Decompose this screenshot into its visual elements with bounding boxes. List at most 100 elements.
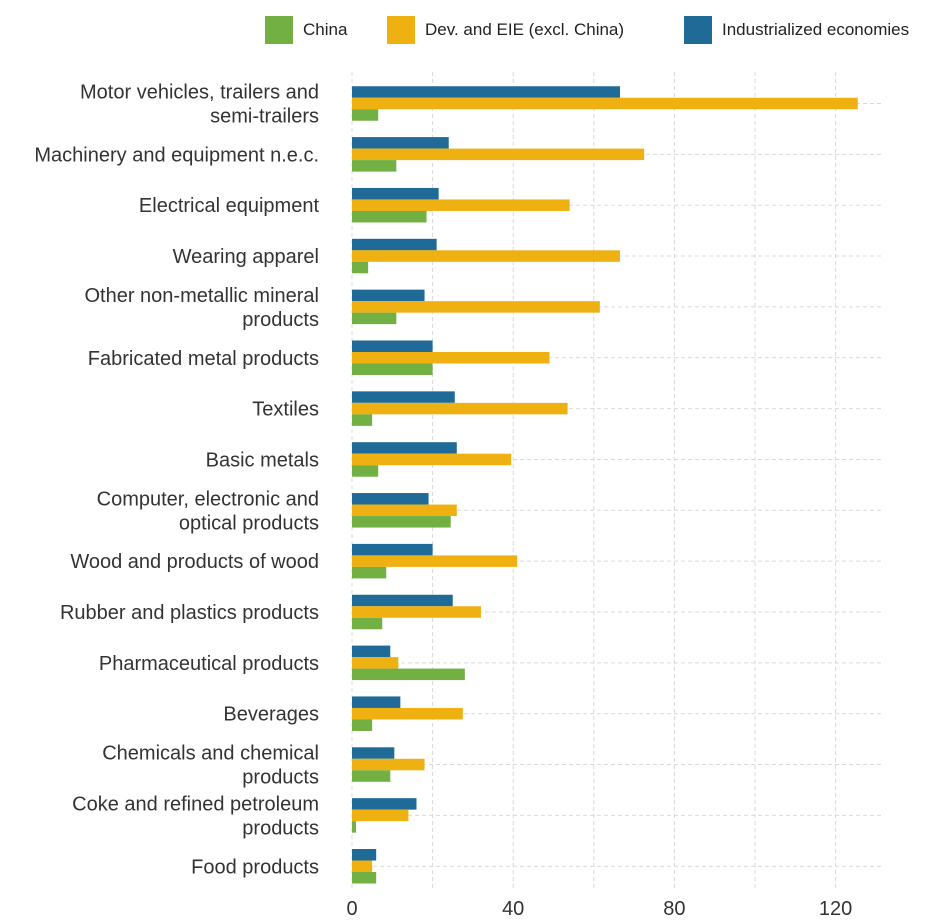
category-label-line: Motor vehicles, trailers and [80,82,319,104]
bar-dev-and-eie-excl-china [352,860,373,872]
bar-dev-and-eie-excl-china [352,402,568,415]
category-label-line: Food products [191,856,319,878]
x-tick-label: 0 [346,898,357,920]
bar-china [352,516,451,528]
bar-dev-and-eie-excl-china [352,555,518,567]
x-tick-label: 120 [819,898,852,920]
category-label: Wood and products of wood [70,551,319,573]
category-label-line: Coke and refined petroleum [72,793,319,815]
bar-dev-and-eie-excl-china [352,504,457,517]
bar-industrialized-economies [352,594,453,607]
bar-china [352,414,373,426]
bar-dev-and-eie-excl-china [352,352,550,364]
category-label: Fabricated metal products [88,348,319,370]
category-label: Coke and refined petroleum products [72,793,319,839]
category-label: Other non-metallic mineral products [84,285,319,331]
bar-industrialized-economies [352,543,433,556]
bar-dev-and-eie-excl-china [352,606,481,618]
bar-dev-and-eie-excl-china [352,97,858,110]
bar-industrialized-economies [352,289,425,302]
legend-swatch-china [265,16,293,44]
category-label-line: semi-trailers [210,106,319,128]
bar-china [352,109,379,121]
bar-industrialized-economies [352,187,439,200]
legend-item-industrialized: Industrialized economies [684,14,909,46]
category-label-line: Beverages [223,704,319,726]
legend-swatch-industrialized [684,16,712,44]
category-label-line: Other non-metallic mineral [84,285,319,307]
category-label: Computer, electronic and optical products [97,488,319,534]
bar-industrialized-economies [352,340,433,352]
category-label-line: products [242,309,319,331]
legend-label-industrialized: Industrialized economies [722,20,910,39]
bars [352,86,858,884]
category-label: Electrical equipment [139,195,320,217]
bar-china [352,821,357,833]
category-label-line: products [242,767,319,789]
bar-dev-and-eie-excl-china [352,657,399,669]
bar-industrialized-economies [352,391,455,403]
category-label: Pharmaceutical products [99,653,319,675]
bar-industrialized-economies [352,849,377,861]
category-label-line: products [242,817,319,839]
category-label-line: Pharmaceutical products [99,653,319,675]
bar-industrialized-economies [352,137,449,149]
bar-china [352,312,397,325]
bar-dev-and-eie-excl-china [352,301,600,313]
bar-industrialized-economies [352,798,417,810]
legend-label-dev-eie: Dev. and EIE (excl. China) [425,20,625,39]
legend-item-china: China [265,14,347,46]
bar-china [352,566,387,579]
category-label: Wearing apparel [173,246,319,268]
bar-dev-and-eie-excl-china [352,199,570,211]
legend-label-china: China [303,20,348,39]
bar-china [352,261,369,274]
bar-china [352,465,379,477]
category-label-line: Fabricated metal products [88,348,319,370]
bar-dev-and-eie-excl-china [352,453,512,466]
bar-china [352,770,391,782]
category-label: Machinery and equipment n.e.c. [34,144,319,166]
bar-dev-and-eie-excl-china [352,758,425,771]
bar-china [352,617,383,630]
bar-industrialized-economies [352,238,437,251]
category-label: Beverages [223,704,319,726]
bar-china [352,719,373,731]
bar-china [352,363,433,375]
bar-industrialized-economies [352,747,395,759]
bar-dev-and-eie-excl-china [352,707,463,720]
category-labels: Motor vehicles, trailers and semi-trailer… [34,82,319,879]
category-label: Motor vehicles, trailers and semi-trailer… [80,82,319,128]
category-label-line: Electrical equipment [139,195,320,217]
category-label-line: Textiles [252,399,319,421]
category-label-line: Rubber and plastics products [60,602,319,624]
category-label: Basic metals [206,449,319,471]
legend-item-dev-eie: Dev. and EIE (excl. China) [387,14,624,46]
category-label-line: Machinery and equipment n.e.c. [34,144,319,166]
category-label-line: Chemicals and chemical [102,743,319,765]
x-tick-labels: 0 40 80 120 [346,898,852,920]
x-tick-label: 40 [502,898,524,920]
bar-industrialized-economies [352,493,429,505]
bar-industrialized-economies [352,442,457,454]
category-label: Food products [191,856,319,878]
bar-china [352,872,377,884]
category-label-line: optical products [179,512,319,534]
grid [351,72,883,889]
bar-china [352,160,397,172]
bar-industrialized-economies [352,86,620,98]
bar-industrialized-economies [352,645,391,658]
x-tick-label: 80 [663,898,685,920]
category-label: Textiles [252,399,319,421]
category-label-line: Wood and products of wood [70,551,319,573]
bar-china [352,668,465,681]
category-label: Chemicals and chemical products [102,743,319,789]
category-label-line: Wearing apparel [173,246,319,268]
category-label-line: Computer, electronic and [97,488,319,510]
legend-swatch-dev-eie [387,16,415,44]
bar-industrialized-economies [352,696,401,708]
bar-dev-and-eie-excl-china [352,250,620,262]
category-label: Rubber and plastics products [60,602,319,624]
category-label-line: Basic metals [206,449,319,471]
